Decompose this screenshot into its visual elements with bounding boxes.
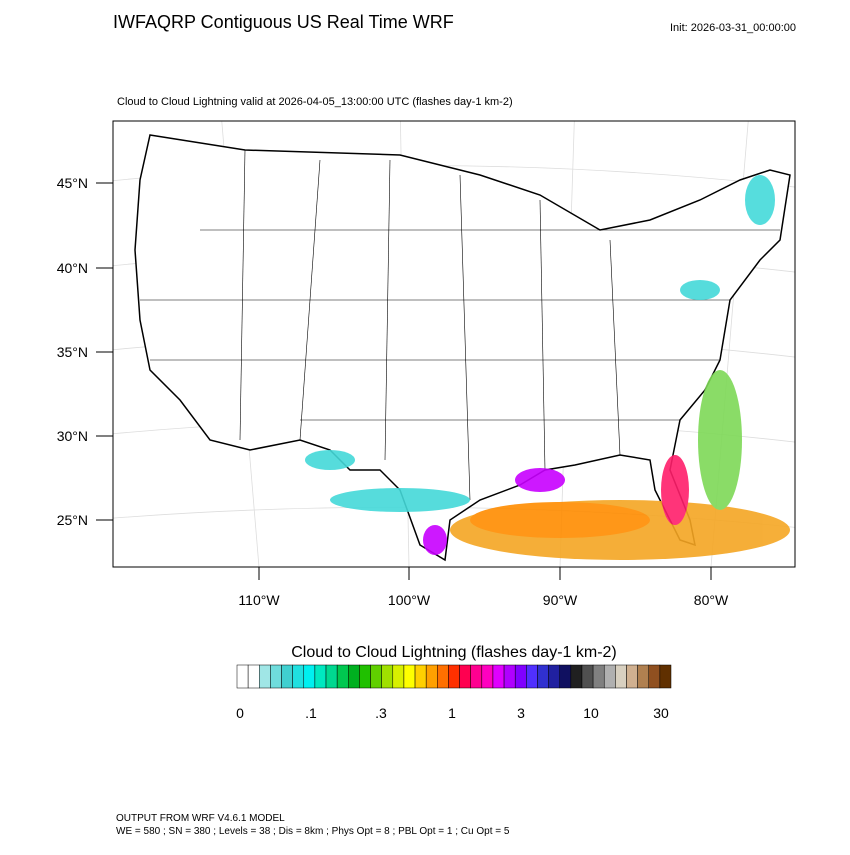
colorbar-swatch xyxy=(425,664,438,689)
colorbar-label: 1 xyxy=(448,705,456,721)
colorbar-swatch xyxy=(615,664,627,689)
lon-label: 100°W xyxy=(388,592,431,608)
footer-line: OUTPUT FROM WRF V4.6.1 MODEL xyxy=(116,813,285,824)
colorbar-swatch xyxy=(348,664,360,689)
colorbar-label: .1 xyxy=(305,705,317,721)
colorbar-swatch xyxy=(648,664,661,689)
state-lines xyxy=(140,149,780,501)
colorbar-swatch xyxy=(637,664,649,689)
colorbar-swatch xyxy=(537,664,549,689)
colorbar-swatch xyxy=(581,664,594,689)
map xyxy=(113,121,795,567)
colorbar-swatch xyxy=(503,664,516,689)
colorbar-label: 3 xyxy=(517,705,525,721)
colorbar-swatch xyxy=(526,664,538,689)
colorbar-swatch xyxy=(437,664,449,689)
colorbar-swatch xyxy=(659,664,672,689)
us-outline xyxy=(134,134,791,562)
colorbar-swatch xyxy=(481,664,494,689)
footer-line: WE = 580 ; SN = 380 ; Levels = 38 ; Dis … xyxy=(116,826,510,837)
colorbar-label: 30 xyxy=(653,705,669,721)
lat-label: 40°N xyxy=(57,260,88,276)
colorbar-label: 0 xyxy=(236,705,244,721)
colorbar-title: Cloud to Cloud Lightning (flashes day-1 … xyxy=(291,644,617,661)
colorbar-swatch xyxy=(403,664,416,689)
colorbar-swatch xyxy=(292,664,305,689)
lat-label: 35°N xyxy=(57,344,88,360)
lat-label: 25°N xyxy=(57,512,88,528)
colorbar-label: 10 xyxy=(583,705,599,721)
colorbar-swatch xyxy=(603,664,616,689)
lon-label: 90°W xyxy=(543,592,578,608)
init-time: Init: 2026-03-31_00:00:00 xyxy=(670,22,796,34)
colorbar-swatch xyxy=(448,664,460,689)
colorbar-swatch xyxy=(236,664,249,689)
colorbar-swatch xyxy=(270,664,282,689)
colorbar-swatch xyxy=(247,664,260,689)
colorbar-swatch xyxy=(459,664,471,689)
colorbar-swatch xyxy=(592,664,605,689)
colorbar-swatch xyxy=(381,664,394,689)
colorbar-swatch xyxy=(336,664,349,689)
colorbar-swatch xyxy=(370,664,382,689)
map-frame xyxy=(112,120,796,568)
colorbar-swatch xyxy=(392,664,405,689)
colorbar-swatch xyxy=(514,664,527,689)
colorbar-swatch xyxy=(359,664,371,689)
colorbar-swatch xyxy=(470,664,483,689)
colorbar-swatch xyxy=(314,664,327,689)
lon-label: 110°W xyxy=(238,592,280,608)
colorbar-swatch xyxy=(626,664,638,689)
title: IWFAQRP Contiguous US Real Time WRF xyxy=(113,12,454,32)
colorbar-swatch xyxy=(259,664,271,689)
colorbar-swatch xyxy=(281,664,293,689)
colorbar-swatch xyxy=(303,664,316,689)
lon-label: 80°W xyxy=(694,592,729,608)
lightning-field xyxy=(305,175,790,560)
colorbar-swatch xyxy=(548,664,560,689)
colorbar-swatch xyxy=(492,664,505,689)
lat-label: 30°N xyxy=(57,428,88,444)
subtitle: Cloud to Cloud Lightning valid at 2026-0… xyxy=(117,96,513,108)
colorbar-label: .3 xyxy=(375,705,387,721)
colorbar-swatch xyxy=(325,664,338,689)
colorbar-swatch xyxy=(414,664,427,689)
lat-label: 45°N xyxy=(57,175,88,191)
colorbar-swatch xyxy=(570,664,583,689)
colorbar-swatch xyxy=(559,664,572,689)
